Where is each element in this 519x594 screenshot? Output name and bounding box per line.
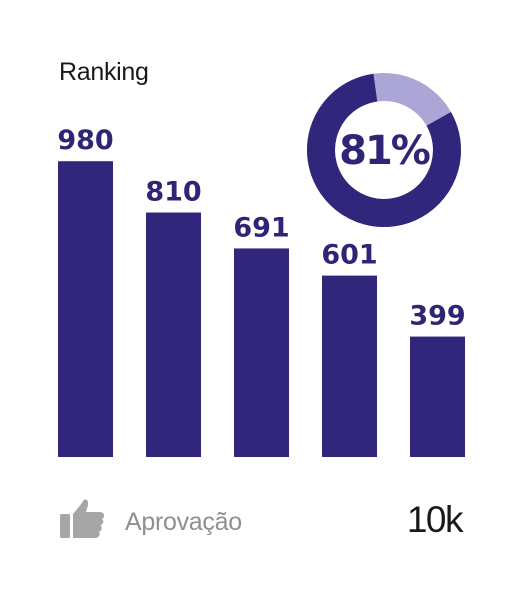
- approval-donut: 81%: [307, 73, 461, 227]
- donut-value-arc: [307, 73, 461, 227]
- thumbs-up-icon: [58, 497, 106, 544]
- bar-4: [322, 275, 377, 457]
- bar-value-label-4: 601: [321, 240, 377, 271]
- bar-3: [234, 248, 289, 457]
- bar-5: [410, 336, 465, 457]
- bar-2: [146, 212, 201, 457]
- approval-value: 10k: [406, 499, 464, 540]
- bar-value-label-2: 810: [145, 177, 201, 208]
- donut-percent-label: 81%: [339, 128, 430, 174]
- chart-title: Ranking: [59, 58, 149, 86]
- bar-value-label-5: 399: [409, 301, 465, 332]
- approval-label: Aprovação: [125, 508, 242, 536]
- bar-value-label-3: 691: [233, 212, 289, 243]
- bars-group: 980 810 691 601 399: [57, 125, 466, 457]
- bar-value-label-1: 980: [57, 125, 113, 156]
- bar-1: [58, 161, 113, 457]
